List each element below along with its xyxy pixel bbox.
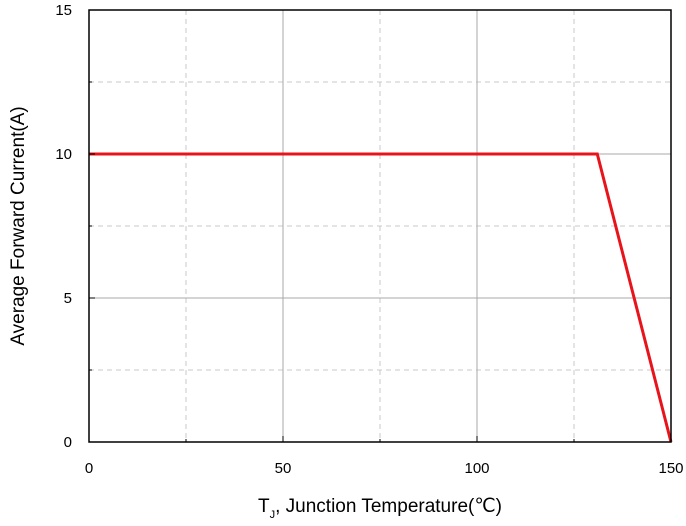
x-axis-title-main: T [258, 496, 270, 517]
series-layer [89, 152, 673, 443]
y-tick-label: 0 [64, 434, 72, 451]
y-tick-label: 15 [55, 2, 72, 19]
x-tick-label: 50 [275, 460, 292, 477]
y-tick-label: 5 [64, 290, 72, 307]
x-tick-label: 150 [658, 460, 683, 477]
x-tick-labels: 0 50 100 150 [85, 460, 684, 477]
y-tick-labels: 0 5 10 15 [55, 2, 72, 451]
y-tick-label: 10 [55, 146, 72, 163]
grid-lines [89, 10, 671, 442]
series-line [89, 152, 673, 443]
x-axis-title: TJ, Junction Temperature(℃) [258, 496, 502, 521]
y-axis-title: Average Forward Current(A) [8, 106, 29, 345]
x-tick-label: 0 [85, 460, 93, 477]
x-axis-title-rest: , Junction Temperature(℃) [275, 496, 502, 517]
x-axis-title-subscript: J [270, 509, 276, 521]
x-tick-label: 100 [464, 460, 489, 477]
tick-marks [88, 9, 672, 443]
